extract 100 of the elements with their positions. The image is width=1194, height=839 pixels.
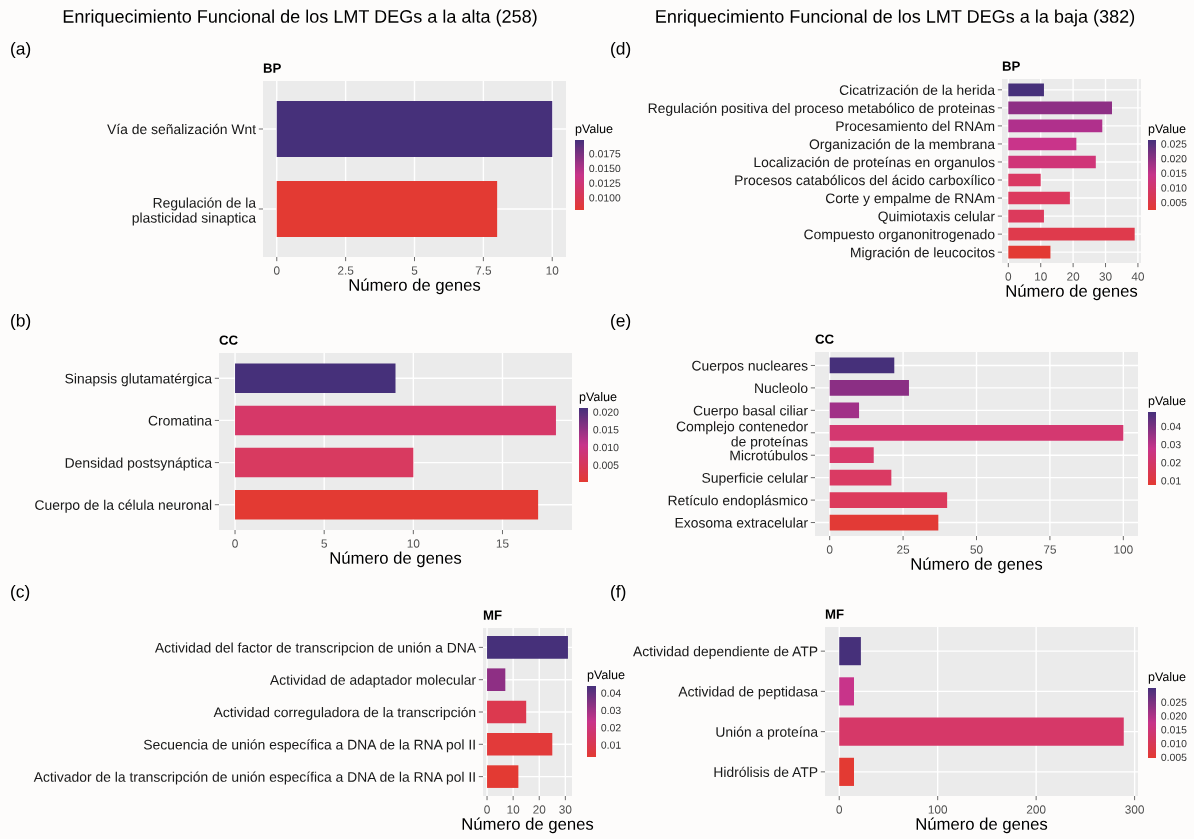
y-tick-label: Cuerpo basal ciliar	[693, 405, 808, 419]
y-tick-label: Microtúbulos	[730, 450, 808, 461]
x-tick-label: 30	[1099, 272, 1112, 281]
color-bar-label: 0.020	[1161, 712, 1187, 720]
bar	[235, 447, 414, 478]
bar	[829, 380, 909, 396]
bar	[839, 677, 854, 706]
bar	[1008, 191, 1070, 205]
x-tick-label: 0	[273, 266, 280, 275]
x-tick-label: 15	[496, 539, 509, 548]
color-bar-label: 0.005	[593, 461, 619, 469]
bar	[1008, 137, 1077, 151]
bar	[1008, 173, 1041, 187]
y-tick-label: Vía de señalización Wnt	[107, 123, 256, 135]
y-tick-label: Exosoma extracelular	[675, 517, 808, 528]
color-bar-title: pValue	[1148, 396, 1186, 408]
y-tick-label: Cuerpos nucleares	[692, 360, 808, 374]
bar	[829, 424, 1124, 441]
y-tick-label: Procesos catabólicos del ácido carboxílico	[735, 174, 995, 186]
color-bar-title: pValue	[1148, 672, 1186, 684]
chart-title: BP	[263, 63, 281, 73]
bar	[235, 363, 396, 394]
bar	[839, 757, 854, 786]
text: Enriquecimiento Funcional de los LMT DEGs a la baja (382)	[656, 9, 1135, 27]
color-bar-label: 0.010	[1161, 739, 1187, 748]
chart-title: MF	[483, 610, 502, 620]
color-bar-label: 0.025	[1161, 698, 1187, 706]
x-tick-label: 5	[411, 266, 418, 275]
y-tick-label: Cromatina	[148, 415, 213, 426]
bar	[829, 357, 895, 374]
color-bar-label: 0.03	[1161, 440, 1181, 449]
x-tick-label: 200	[1026, 805, 1046, 814]
color-bar-label: 0.015	[593, 426, 619, 434]
y-tick-label: Organización de la membrana	[809, 138, 996, 152]
bar	[1008, 245, 1051, 259]
x-tick-label: 7.5	[475, 266, 492, 275]
color-bar-label: 0.005	[1161, 753, 1187, 762]
chart-title: MF	[825, 609, 844, 619]
bar	[1008, 119, 1103, 133]
y-tick-label: Superficie celular	[702, 472, 808, 486]
bar	[1008, 101, 1112, 115]
x-tick-label: 10	[507, 805, 520, 814]
y-tick-label: Hidrólisis de ATP	[714, 766, 818, 778]
y-tick-label: Actividad del factor de transcripcion de unión a DNA	[154, 642, 477, 656]
chart-title: BP	[1002, 61, 1020, 71]
x-tick-label: 20	[1067, 272, 1080, 281]
color-bar-label: 0.01	[1161, 477, 1181, 485]
bar	[487, 733, 553, 756]
text: (d)	[611, 41, 631, 59]
x-tick-label: 0	[836, 805, 843, 814]
bar	[829, 469, 892, 486]
color-bar-label: 0.02	[601, 724, 621, 732]
color-bar-label: 0.04	[601, 689, 621, 697]
y-tick-label: Cicatrización de la herida	[839, 84, 996, 95]
color-bar-title: pValue	[575, 124, 613, 136]
bar	[1008, 155, 1096, 169]
y-tick-label: Complejo contenedor de proteínas	[676, 421, 808, 450]
x-tick-label: 10	[1035, 272, 1047, 281]
x-tick-label: 25	[897, 545, 910, 554]
x-tick-label: 300	[1125, 805, 1144, 814]
y-tick-label: Migración de leucocitos	[851, 247, 995, 261]
y-tick-label: Actividad correguladora de la transcripción	[213, 706, 476, 720]
bar	[1008, 209, 1044, 223]
x-axis-title: Número de genes	[916, 817, 1048, 834]
y-tick-label: Cuerpo de la célula neuronal	[35, 499, 212, 513]
x-tick-label: 0	[484, 805, 490, 814]
text: (f)	[611, 584, 626, 602]
bar	[1008, 83, 1044, 97]
color-bar-label: 0.0100	[589, 194, 621, 202]
x-tick-label: 0	[826, 545, 833, 554]
color-bar-label: 0.015	[1161, 726, 1187, 734]
bar	[487, 668, 506, 691]
color-bar-label: 0.01	[601, 741, 621, 749]
color-bar-label: 0.0150	[589, 164, 621, 173]
text: Enriquecimiento Funcional de los LMT DEGs a la alta (258)	[63, 9, 537, 27]
y-tick-label: Quimiotaxis celular	[878, 211, 995, 224]
color-bar-label: 0.0125	[589, 179, 621, 187]
color-bar-label: 0.04	[1161, 422, 1181, 431]
x-axis-title: Número de genes	[462, 817, 594, 834]
color-bar-label: 0.020	[1161, 154, 1187, 163]
x-tick-label: 2.5	[338, 266, 354, 275]
bar	[487, 765, 519, 788]
y-tick-label: Actividad de peptidasa	[678, 686, 819, 700]
x-tick-label: 40	[1131, 272, 1145, 281]
bar	[487, 700, 527, 724]
x-tick-label: 30	[559, 805, 572, 814]
x-tick-label: 0	[232, 539, 238, 548]
y-tick-label: Actividad dependiente de ATP	[633, 646, 818, 660]
bar	[235, 405, 556, 436]
color-bar-label: 0.020	[593, 408, 619, 416]
color-bar-title: pValue	[579, 392, 617, 404]
x-axis-title: Número de genes	[349, 278, 481, 295]
chart-title: CC	[815, 334, 834, 344]
color-bar-title: pValue	[587, 670, 625, 682]
color-bar-label: 0.010	[593, 443, 619, 452]
text: (e)	[611, 313, 631, 331]
x-tick-label: 10	[407, 539, 420, 548]
y-tick-label: Sinapsis glutamatérgica	[65, 373, 213, 387]
bar	[235, 489, 539, 520]
y-tick-label: Procesamiento del RNAm	[836, 120, 995, 132]
